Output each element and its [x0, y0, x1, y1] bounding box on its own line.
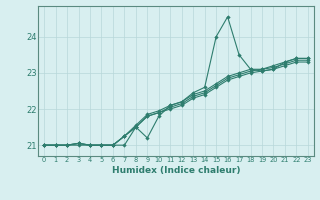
X-axis label: Humidex (Indice chaleur): Humidex (Indice chaleur)	[112, 166, 240, 175]
